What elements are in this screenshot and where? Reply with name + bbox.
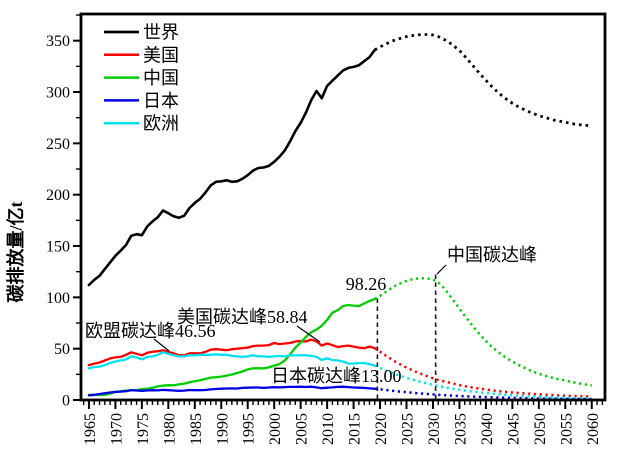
- series-world-dotted-line: [374, 33, 592, 128]
- legend-item-china: 中国: [104, 68, 179, 88]
- y-axis-tick-label: 350: [46, 33, 70, 50]
- series-usa-solid-line: [87, 338, 376, 367]
- x-axis-tick-label: 2020: [373, 413, 390, 445]
- legend-label-china: 中国: [143, 68, 179, 88]
- x-axis-tick-label: 2050: [532, 413, 549, 445]
- y-axis-tick-label: 300: [46, 85, 70, 102]
- x-axis-tick-label: 2025: [400, 413, 417, 445]
- y-axis-tick-label: 0: [62, 393, 70, 410]
- y-axis-tick-label: 250: [46, 136, 70, 153]
- x-axis-tick-label: 2045: [505, 413, 522, 445]
- series-japan-dotted-line: [374, 387, 592, 401]
- x-axis-tick-label: 2055: [558, 413, 575, 445]
- eu-peak-label-leader-line: [153, 338, 170, 352]
- y-axis-tick-label: 200: [46, 187, 70, 204]
- y-axis-tick-label: 150: [46, 239, 70, 256]
- series-japan-solid-line: [87, 385, 376, 397]
- china-peak-label: 中国碳达峰: [447, 245, 537, 265]
- china-peak-value: 98.26: [346, 274, 387, 294]
- x-axis-tick-label: 2060: [585, 413, 602, 445]
- legend-label-world: 世界: [143, 23, 179, 43]
- x-axis-tick-label: 2010: [320, 413, 337, 445]
- series-china-dotted-line: [374, 276, 592, 387]
- legend-item-world: 世界: [104, 23, 179, 43]
- x-axis-tick-label: 2015: [347, 413, 364, 445]
- y-axis-tick-label: 50: [54, 341, 70, 358]
- x-axis-tick-label: 2005: [294, 413, 311, 445]
- series-world-solid-line: [87, 48, 377, 287]
- plot-border: [79, 12, 607, 402]
- x-axis-tick-label: 2000: [267, 413, 284, 445]
- usa-peak-label-leader-line: [296, 325, 321, 343]
- x-axis-tick-label: 1975: [135, 413, 152, 445]
- y-axis-title: 碳排放量/亿t: [5, 201, 26, 302]
- eu-peak-label: 欧盟碳达峰46.56: [85, 321, 216, 341]
- usa-peak-label: 美国碳达峰58.84: [177, 307, 308, 327]
- x-axis-tick-label: 1990: [214, 413, 231, 445]
- series-usa-dotted-line: [374, 347, 592, 398]
- x-axis-tick-label: 2030: [426, 413, 443, 445]
- legend-item-japan: 日本: [104, 91, 179, 111]
- x-axis-tick-label: 1970: [108, 413, 125, 445]
- series-europe-dotted-line: [374, 364, 592, 400]
- china-peak-label-leader-line: [436, 264, 447, 275]
- legend-item-europe: 欧洲: [104, 114, 179, 134]
- x-axis-tick-label: 2035: [452, 413, 469, 445]
- x-axis-tick-label: 2040: [479, 413, 496, 445]
- legend-item-usa: 美国: [104, 45, 179, 65]
- japan-peak-label: 日本碳达峰13.00: [271, 366, 402, 386]
- x-axis-tick-label: 1995: [241, 413, 258, 445]
- x-axis-tick-label: 1985: [188, 413, 205, 445]
- legend-label-usa: 美国: [143, 45, 179, 65]
- y-axis-tick-label: 100: [46, 290, 70, 307]
- series-europe-solid-line: [87, 351, 376, 370]
- x-axis-tick-label: 1980: [161, 413, 178, 445]
- legend-label-japan: 日本: [143, 91, 179, 111]
- x-axis-tick-label: 1965: [82, 413, 99, 445]
- legend-label-europe: 欧洲: [143, 114, 179, 134]
